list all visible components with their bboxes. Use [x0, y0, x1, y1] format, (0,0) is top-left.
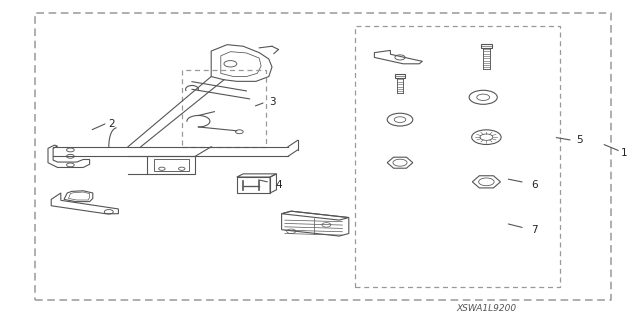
Text: 4: 4: [275, 180, 282, 190]
Text: 1: 1: [621, 148, 627, 158]
Text: 2: 2: [109, 119, 115, 130]
Text: 6: 6: [531, 180, 538, 190]
Text: 7: 7: [531, 225, 538, 235]
Text: 3: 3: [269, 97, 275, 107]
Text: XSWA1L9200: XSWA1L9200: [456, 304, 516, 313]
Text: 5: 5: [576, 135, 582, 145]
